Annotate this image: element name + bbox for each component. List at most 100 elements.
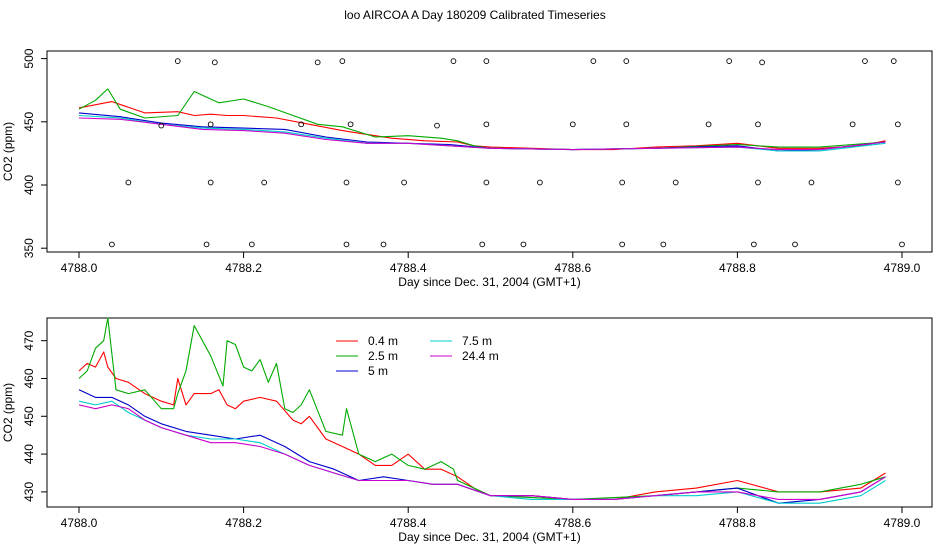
y-tick-label: 450 [22,406,36,426]
top-panel-y-axis: 350 400 450 500 [22,48,47,258]
flag-point [759,59,765,66]
x-tick-label: 4788.2 [225,516,262,530]
flag-point [347,121,354,128]
legend-label: 0.4 m [368,334,398,348]
flag-point [380,241,387,248]
series-line [78,114,886,152]
x-tick-label: 4788.4 [390,516,427,530]
flag-point [623,58,630,64]
x-tick-label: 4788.0 [61,261,98,275]
flag-point [298,121,305,128]
x-tick-label: 4788.2 [225,261,262,275]
flag-point [590,58,597,64]
flag-point [520,241,527,248]
legend-label: 7.5 m [462,334,492,348]
flag-point [483,58,490,64]
flag-point [808,179,815,186]
bottom-panel-series [78,317,886,504]
series-line [78,112,886,152]
flag-point [792,241,798,248]
legend-label: 5 m [368,364,388,378]
x-tick-label: 4789.0 [884,261,921,275]
x-tick-label: 4788.6 [554,261,591,275]
y-tick-label: 500 [22,48,36,68]
bottom-panel-legend: 0.4 m2.5 m5 m 7.5 m24.4 m [336,334,499,378]
flag-point [174,58,181,64]
chart-title: loo AIRCOA A Day 180209 Calibrated Times… [344,8,605,22]
top-panel-ylabel: CO2 (ppm) [1,122,15,181]
flag-point [705,121,712,128]
series-line [78,317,886,500]
flag-point [203,241,210,248]
flag-point [755,121,761,128]
flag-point [569,121,576,128]
flag-point [899,241,905,248]
y-tick-label: 400 [22,175,36,195]
flag-point [483,179,490,186]
flag-point [158,122,165,129]
flag-point [849,121,856,128]
y-tick-label: 440 [22,444,36,464]
x-tick-label: 4788.8 [719,261,756,275]
flag-point [895,179,901,186]
flag-point [261,179,268,186]
flag-point [339,58,346,64]
series-line [78,351,886,500]
flag-point [890,58,897,64]
flag-point [207,179,214,186]
flag-point [755,179,761,186]
flag-point [623,121,630,128]
flag-point [314,59,321,66]
top-panel: 4788.0 4788.2 4788.4 4788.6 4788.8 4789.0 350… [1,48,933,289]
flag-point [726,58,733,64]
legend-label: 24.4 m [462,349,499,363]
series-line [78,404,886,500]
flag-point [109,241,115,248]
bottom-panel-frame [46,317,933,508]
bottom-panel-ylabel: CO2 (ppm) [1,383,15,442]
y-tick-label: 460 [22,368,36,388]
legend-label: 2.5 m [368,349,398,363]
flag-point [483,121,490,128]
top-panel-flag-points [109,58,905,248]
flag-point [479,241,486,248]
flag-point [537,179,543,186]
flag-point [672,179,679,186]
series-line [78,117,886,151]
x-tick-label: 4788.6 [554,516,591,530]
flag-point [660,241,667,248]
flag-point [862,58,868,64]
x-tick-label: 4789.0 [884,516,921,530]
flag-point [207,121,214,128]
y-tick-label: 350 [22,238,36,258]
flag-point [343,241,350,248]
flag-point [343,179,350,186]
x-tick-label: 4788.4 [390,261,427,275]
series-line [78,389,886,504]
bottom-panel: 4788.0 4788.2 4788.4 4788.6 4788.8 4789.0 430… [1,317,933,544]
top-panel-x-axis: 4788.0 4788.2 4788.4 4788.6 4788.8 4789.0 [61,252,921,275]
flag-point [211,59,218,66]
flag-point [895,121,901,128]
flag-point [248,241,255,248]
bottom-panel-y-axis: 430 440 450 460 470 [22,330,47,502]
series-line [78,88,886,151]
top-panel-series [78,88,886,152]
flag-point [450,58,457,64]
top-panel-xlabel: Day since Dec. 31, 2004 (GMT+1) [398,275,580,289]
x-tick-label: 4788.0 [61,516,98,530]
flag-point [125,179,132,186]
flag-point [401,179,407,186]
series-line [78,101,886,151]
flag-point [434,122,440,129]
bottom-panel-xlabel: Day since Dec. 31, 2004 (GMT+1) [398,530,580,544]
flag-point [751,241,757,248]
y-tick-label: 430 [22,482,36,502]
top-panel-frame [46,50,933,253]
bottom-panel-x-axis: 4788.0 4788.2 4788.4 4788.6 4788.8 4789.0 [61,507,921,530]
y-tick-label: 470 [22,330,36,350]
x-tick-label: 4788.8 [719,516,756,530]
flag-point [619,179,626,186]
flag-point [619,241,626,248]
